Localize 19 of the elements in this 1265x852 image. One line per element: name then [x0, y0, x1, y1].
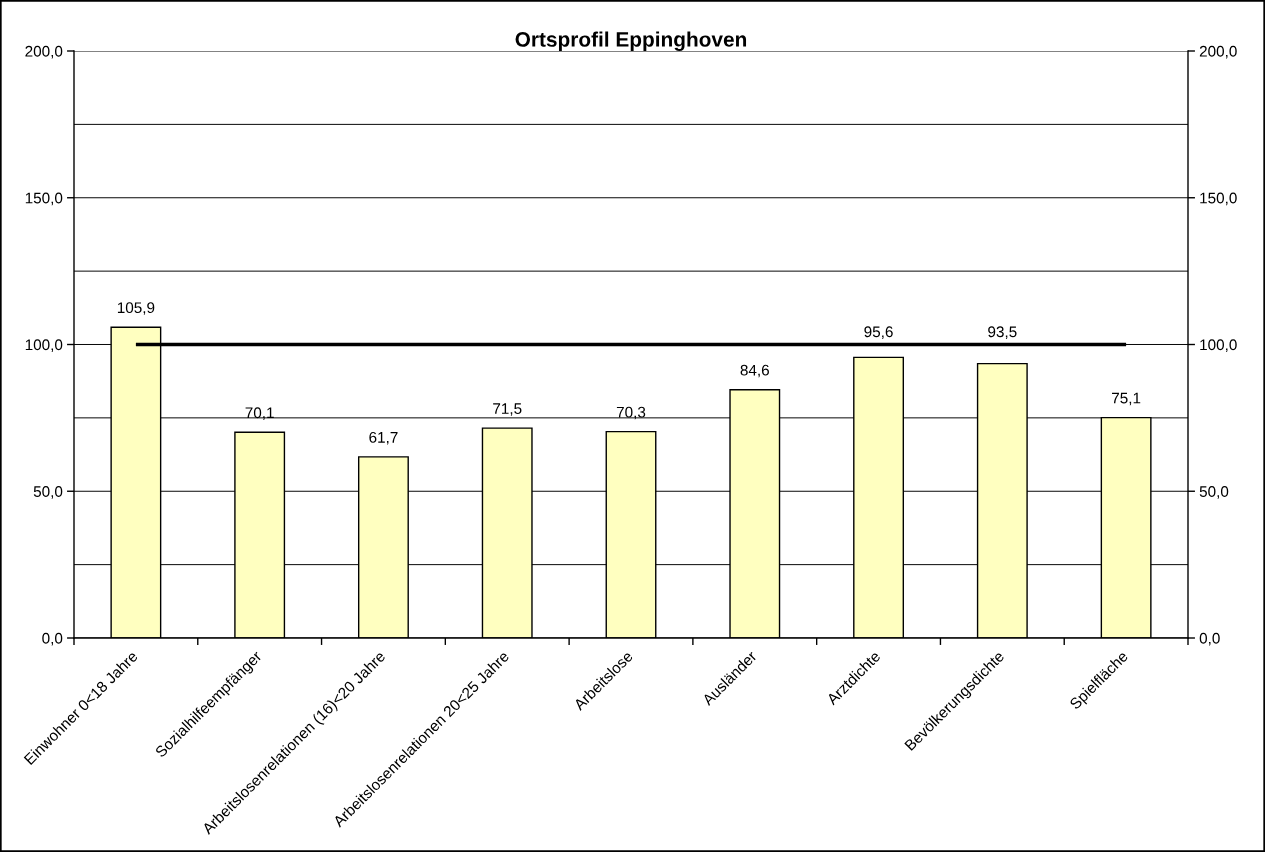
y2-tick-label: 50,0 — [1199, 486, 1229, 499]
data-label: 70,3 — [616, 406, 646, 420]
y-tick-label: 50,0 — [33, 486, 63, 499]
data-label: 105,9 — [117, 302, 155, 315]
y2-tick-label: 0,0 — [1199, 632, 1220, 646]
data-label: 75,1 — [1112, 392, 1141, 406]
y2-tick-label: 100,0 — [1200, 339, 1237, 352]
data-label: 84,6 — [740, 364, 769, 378]
y-tick-label: 200,0 — [25, 45, 63, 59]
data-label: 61,7 — [369, 431, 398, 445]
data-label: 71,5 — [493, 403, 522, 416]
y-tick-label: 100,0 — [25, 339, 63, 352]
y-tick-label: 150,0 — [25, 192, 63, 206]
data-label: 95,6 — [864, 326, 893, 339]
data-label: 93,5 — [988, 326, 1017, 339]
y2-tick-label: 200,0 — [1199, 45, 1237, 59]
y2-tick-label: 150,0 — [1200, 192, 1237, 206]
chart-title: Ortsprofil Eppinghoven — [515, 31, 747, 51]
y-tick-label: 0,0 — [42, 632, 63, 646]
